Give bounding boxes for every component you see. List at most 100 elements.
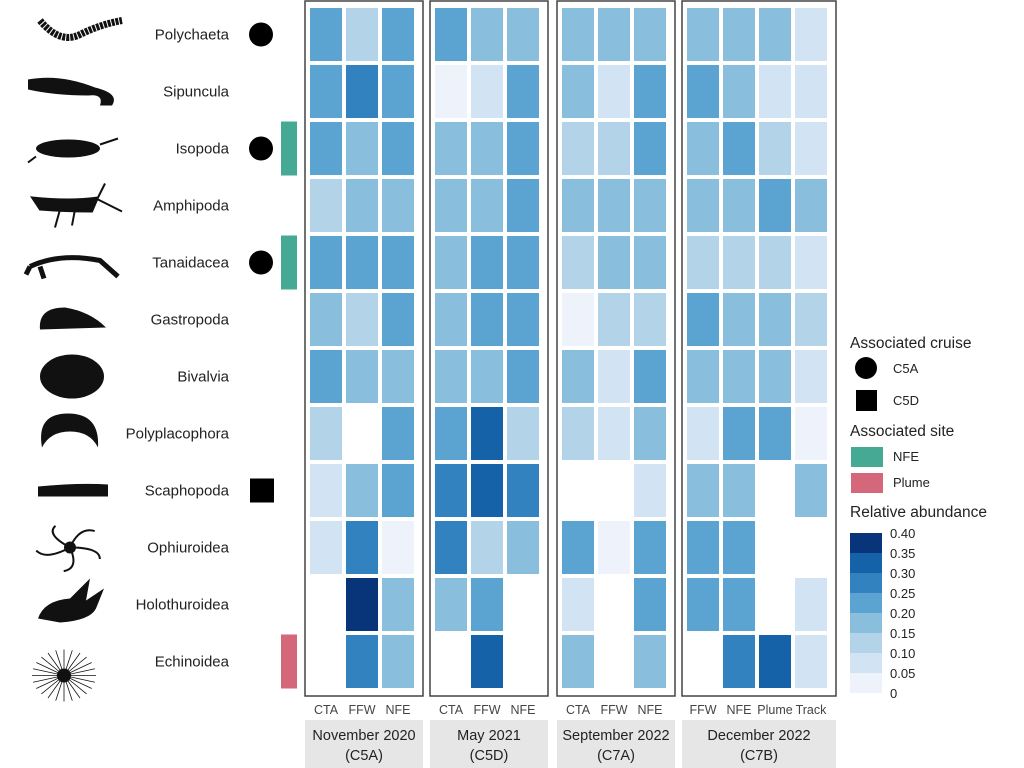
colorbar-band xyxy=(850,613,882,633)
heatmap-cell xyxy=(723,350,755,403)
spine xyxy=(63,675,95,683)
heatmap-cell xyxy=(471,122,503,175)
heatmap-cell xyxy=(759,407,791,460)
site-plume-bar xyxy=(281,634,297,689)
heatmap-cell xyxy=(634,350,666,403)
heatmap-cell xyxy=(723,293,755,346)
cruise-c5a-marker-icon xyxy=(249,22,273,47)
spine xyxy=(63,650,73,676)
spine xyxy=(36,662,65,676)
chiton-icon xyxy=(41,413,99,448)
species-label: Gastropoda xyxy=(151,312,230,329)
colorbar-band xyxy=(850,633,882,653)
heatmap-cell xyxy=(687,236,719,289)
heatmap-cell xyxy=(687,578,719,631)
heatmap-cell xyxy=(795,179,827,232)
heatmap-cell xyxy=(723,179,755,232)
legend-site-swatch xyxy=(851,473,883,493)
heatmap-cell xyxy=(382,521,414,574)
colorbar-tick-label: 0.40 xyxy=(890,526,915,541)
isopod-icon xyxy=(27,137,119,164)
site-nfe-bar xyxy=(281,235,297,290)
heatmap-cell xyxy=(562,8,594,61)
heatmap-cell xyxy=(435,521,467,574)
heatmap-cell xyxy=(471,464,503,517)
heatmap-cell xyxy=(346,8,378,61)
heatmap-cell xyxy=(759,350,791,403)
spine xyxy=(63,662,92,676)
heatmap-cell xyxy=(687,464,719,517)
colorbar-tick-label: 0.20 xyxy=(890,606,915,621)
legs xyxy=(27,137,119,164)
spine xyxy=(63,675,73,701)
colorbar-band xyxy=(850,593,882,613)
heatmap-cell xyxy=(795,635,827,688)
heatmap-cell xyxy=(507,8,539,61)
body xyxy=(29,183,123,228)
heatmap-cell xyxy=(759,8,791,61)
species-label: Ophiuroidea xyxy=(147,540,229,557)
spine xyxy=(63,668,95,676)
panel-frame xyxy=(304,0,424,697)
heatmap-cell xyxy=(562,179,594,232)
tanaid-icon xyxy=(23,255,120,280)
colorbar-band xyxy=(850,653,882,673)
panel-label-box xyxy=(557,720,675,768)
shell xyxy=(39,307,106,330)
heatmap-cell xyxy=(310,65,342,118)
panel-label: May 2021 xyxy=(457,728,521,744)
spine xyxy=(47,652,65,676)
species-label: Amphipoda xyxy=(153,198,230,215)
heatmap-cell xyxy=(471,293,503,346)
heatmap-cell xyxy=(310,407,342,460)
brittle-star-icon xyxy=(35,525,101,573)
polychaete-worm-icon xyxy=(37,17,123,41)
panel-sublabel: (C5D) xyxy=(470,748,509,764)
body xyxy=(36,139,100,158)
heatmap-cell xyxy=(382,407,414,460)
heatmap-cell xyxy=(507,521,539,574)
heatmap-cell xyxy=(723,8,755,61)
legend-site-title: Associated site xyxy=(850,423,954,440)
heatmap-cell xyxy=(435,407,467,460)
heatmap-cell xyxy=(634,179,666,232)
heatmap-cell xyxy=(435,578,467,631)
heatmap-cell xyxy=(310,293,342,346)
heatmap-cell xyxy=(723,65,755,118)
column-label: FFW xyxy=(600,703,627,717)
heatmap-cell xyxy=(471,635,503,688)
spine xyxy=(63,675,87,695)
panel-sublabel: (C5A) xyxy=(345,748,383,764)
heatmap-cell xyxy=(562,122,594,175)
heatmap-cell xyxy=(346,293,378,346)
colorbar-tick-label: 0.10 xyxy=(890,646,915,661)
spine xyxy=(63,656,87,676)
heatmap-cell xyxy=(634,464,666,517)
heatmap-cell xyxy=(435,8,467,61)
heatmap-cell xyxy=(382,65,414,118)
heatmap-cell xyxy=(723,122,755,175)
heatmap-cell xyxy=(471,578,503,631)
species-label: Sipuncula xyxy=(163,84,230,101)
legend-cruise-title: Associated cruise xyxy=(850,335,971,352)
species-label: Holothuroidea xyxy=(136,597,230,614)
heatmap-cell xyxy=(382,578,414,631)
heatmap-cell xyxy=(634,635,666,688)
heatmap-cell xyxy=(562,65,594,118)
heatmap-cell xyxy=(687,65,719,118)
body xyxy=(23,255,120,280)
site-nfe-bar xyxy=(281,121,297,176)
panel-label-box xyxy=(682,720,836,768)
heatmap-cell xyxy=(507,350,539,403)
heatmap-cell xyxy=(795,122,827,175)
heatmap-cell xyxy=(562,407,594,460)
species-label: Polychaeta xyxy=(155,27,230,44)
heatmap-cell xyxy=(382,122,414,175)
heatmap-cell xyxy=(723,407,755,460)
body xyxy=(28,77,114,106)
shell xyxy=(40,354,104,399)
spine xyxy=(33,675,65,683)
column-label: FFW xyxy=(473,703,500,717)
heatmap-cell xyxy=(562,635,594,688)
